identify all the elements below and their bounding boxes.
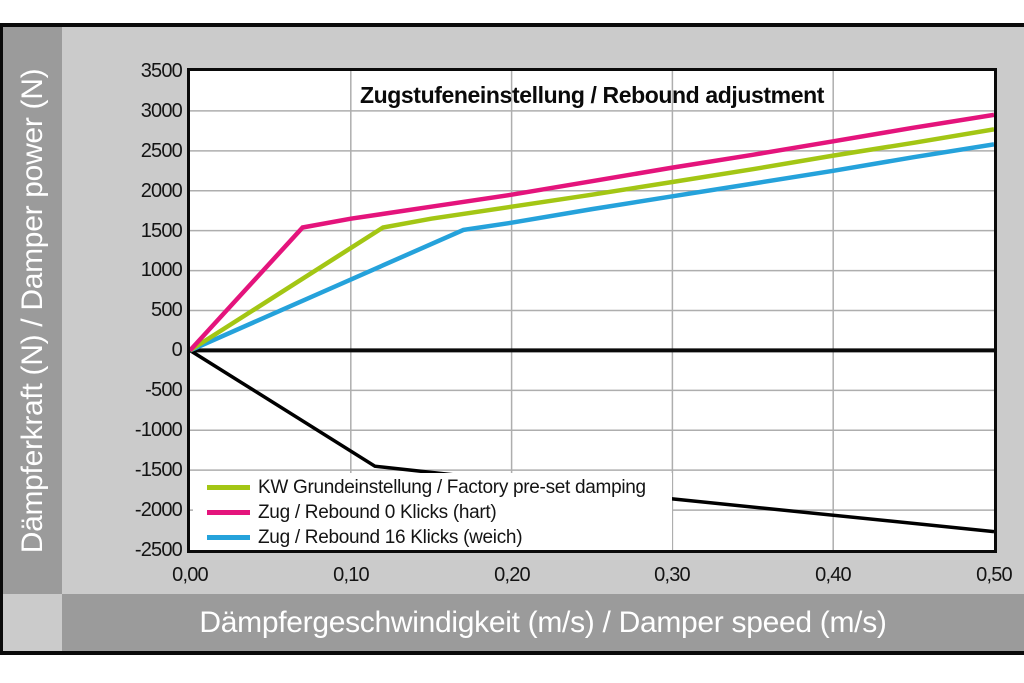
- legend-item-rebound-0-klicks: Zug / Rebound 0 Klicks (hart): [193, 500, 672, 525]
- plot-area: Zugstufeneinstellung / Rebound adjustmen…: [187, 68, 997, 553]
- legend-item-factory-preset: KW Grundeinstellung / Factory pre-set da…: [193, 475, 672, 500]
- legend-swatch-green-line: [207, 485, 250, 490]
- y-tick-label: 0: [171, 339, 183, 361]
- x-tick-label: 0,10: [333, 564, 370, 586]
- x-tick-label: 0,40: [815, 564, 852, 586]
- y-tick-label: 3500: [140, 60, 183, 82]
- legend-item-rebound-16-klicks: Zug / Rebound 16 Klicks (weich): [193, 525, 672, 550]
- top-border-line: [0, 23, 1024, 27]
- y-tick-label: -2500: [134, 539, 183, 561]
- y-tick-label: 1500: [140, 220, 183, 242]
- plot-svg: [190, 71, 994, 550]
- x-tick-label: 0,20: [494, 564, 531, 586]
- legend-swatch-blue-line: [207, 535, 250, 540]
- x-tick-label: 0,00: [172, 564, 209, 586]
- y-tick-label: -500: [145, 379, 183, 401]
- y-tick-label: 1000: [140, 259, 183, 281]
- y-tick-label: 2000: [140, 180, 183, 202]
- left-border-line: [0, 23, 3, 655]
- x-axis-unit-label: Dämpfergeschwindigkeit (m/s) / Damper sp…: [199, 605, 887, 639]
- y-tick-label: -1500: [134, 459, 183, 481]
- y-tick-label: -1000: [134, 419, 183, 441]
- legend-label: Zug / Rebound 16 Klicks (weich): [258, 526, 523, 548]
- y-tick-label: 3000: [140, 100, 183, 122]
- y-axis-unit-label: Dämpferkraft (N) / Damper power (N): [15, 68, 49, 553]
- legend: KW Grundeinstellung / Factory pre-set da…: [193, 473, 672, 550]
- y-axis-unit-bar: Dämpferkraft (N) / Damper power (N): [3, 27, 62, 594]
- legend-label: Zug / Rebound 0 Klicks (hart): [258, 501, 497, 523]
- bottom-border-line: [0, 651, 1024, 655]
- y-tick-label: -2000: [134, 499, 183, 521]
- x-tick-label: 0,50: [976, 564, 1013, 586]
- legend-label: KW Grundeinstellung / Factory pre-set da…: [258, 476, 646, 498]
- y-tick-label: 500: [151, 299, 183, 321]
- legend-swatch-magenta-line: [207, 510, 250, 515]
- bottom-left-corner: [3, 594, 62, 651]
- x-axis-unit-bar: Dämpfergeschwindigkeit (m/s) / Damper sp…: [62, 594, 1024, 651]
- y-tick-label: 2500: [140, 140, 183, 162]
- x-tick-label: 0,30: [654, 564, 691, 586]
- chart-title: Zugstufeneinstellung / Rebound adjustmen…: [359, 82, 825, 108]
